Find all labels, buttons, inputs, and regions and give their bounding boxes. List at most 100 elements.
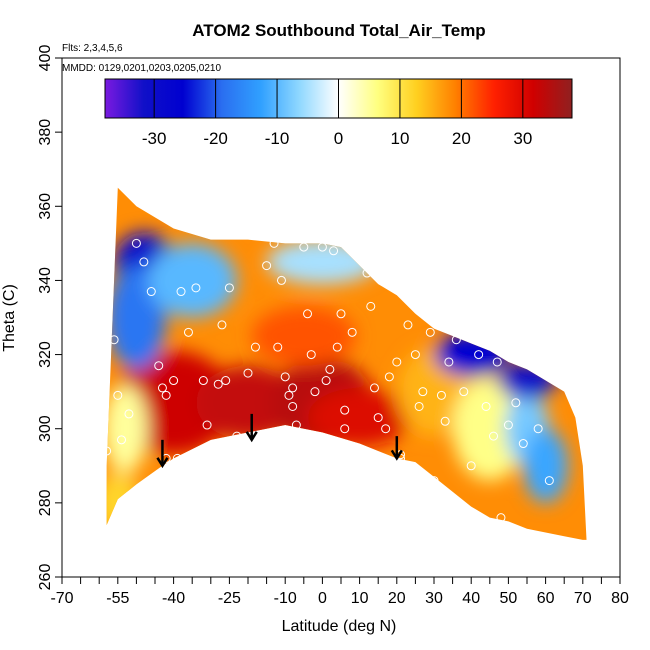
observation-point xyxy=(369,383,379,393)
observation-point xyxy=(481,401,491,411)
observation-point xyxy=(262,261,272,271)
temperature-feature xyxy=(452,376,527,481)
observation-point xyxy=(340,405,350,415)
observation-point xyxy=(425,327,435,337)
observation-point xyxy=(131,238,141,248)
observation-point xyxy=(362,268,372,278)
observation-point xyxy=(172,453,182,463)
x-tick-label: 0 xyxy=(318,590,327,607)
observation-point xyxy=(299,242,309,252)
observation-point xyxy=(466,461,476,471)
observation-point xyxy=(124,409,134,419)
observation-point xyxy=(198,376,208,386)
observation-point xyxy=(340,424,350,434)
observation-point xyxy=(526,357,536,367)
flights-note: Flts: 2,3,4,5,6 xyxy=(62,43,123,54)
colorbar-tick-label: -30 xyxy=(142,129,167,148)
x-tick-label: -40 xyxy=(162,590,185,607)
observation-point xyxy=(403,320,413,330)
observation-point xyxy=(117,435,127,445)
observation-point xyxy=(321,376,331,386)
observation-point xyxy=(176,287,186,297)
temperature-feature xyxy=(434,332,509,377)
observation-point xyxy=(474,350,484,360)
observation-point xyxy=(202,420,212,430)
y-tick-label: 300 xyxy=(37,415,54,442)
x-tick-label: 40 xyxy=(462,590,480,607)
observation-point xyxy=(288,383,298,393)
temperature-feature xyxy=(106,473,141,533)
observation-point xyxy=(381,424,391,434)
observation-point xyxy=(306,350,316,360)
x-tick-label: 60 xyxy=(537,590,555,607)
observation-point xyxy=(303,309,313,319)
y-axis-label: Theta (C) xyxy=(1,284,18,352)
observation-point xyxy=(102,446,112,456)
observation-point xyxy=(284,390,294,400)
observation-point xyxy=(191,283,201,293)
x-tick-label: -10 xyxy=(274,590,297,607)
observation-point xyxy=(436,390,446,400)
observation-point xyxy=(113,390,123,400)
observation-point xyxy=(366,301,376,311)
observation-point xyxy=(213,379,223,389)
observation-point xyxy=(232,431,242,441)
observation-point xyxy=(410,350,420,360)
observation-point xyxy=(325,364,335,374)
x-tick-label: 30 xyxy=(425,590,443,607)
observation-point xyxy=(161,390,171,400)
observation-point xyxy=(183,327,193,337)
y-tick-label: 380 xyxy=(37,119,54,146)
observation-point xyxy=(518,439,528,449)
tropopause-arrow xyxy=(156,439,169,469)
observation-point xyxy=(451,335,461,345)
observation-point xyxy=(139,257,149,267)
observation-point xyxy=(273,342,283,352)
colorbar-tick-label: 20 xyxy=(452,129,471,148)
observation-point xyxy=(496,513,506,523)
y-tick-label: 400 xyxy=(37,45,54,72)
observation-point xyxy=(146,287,156,297)
observation-point xyxy=(544,476,554,486)
observation-point xyxy=(291,420,301,430)
observation-point xyxy=(269,238,279,248)
observation-point xyxy=(288,401,298,411)
x-tick-label: -70 xyxy=(50,590,73,607)
observation-point xyxy=(336,309,346,319)
y-tick-label: 340 xyxy=(37,267,54,294)
observation-point xyxy=(418,387,428,397)
observation-point xyxy=(217,320,227,330)
temperature-feature xyxy=(106,384,148,474)
observation-point xyxy=(533,424,543,434)
tropopause-arrow xyxy=(245,413,258,443)
colorbar: -30 -20 -10 0 10 20 30 xyxy=(104,78,573,148)
temperature-feature xyxy=(497,361,557,400)
colorbar-tick-label: 10 xyxy=(390,129,409,148)
y-tick-label: 320 xyxy=(37,341,54,368)
observation-points xyxy=(102,238,554,523)
y-tick-label: 280 xyxy=(37,489,54,516)
tropopause-arrow xyxy=(390,436,403,461)
temperature-feature xyxy=(147,243,237,318)
observation-point xyxy=(250,342,260,352)
y-tick-label: 260 xyxy=(37,564,54,591)
x-tick-label: 50 xyxy=(500,590,518,607)
x-axis-label: Latitude (deg N) xyxy=(282,618,397,635)
observation-point xyxy=(399,279,409,289)
dates-note: MMDD: 0129,0201,0203,0205,0210 xyxy=(62,63,221,74)
observation-point xyxy=(384,372,394,382)
observation-point xyxy=(243,368,253,378)
observation-point xyxy=(109,335,119,345)
observation-point xyxy=(392,357,402,367)
observation-point xyxy=(157,383,167,393)
observation-point xyxy=(221,376,231,386)
tropopause-arrows xyxy=(156,413,403,469)
observation-point xyxy=(224,283,234,293)
x-tick-label: 20 xyxy=(388,590,406,607)
colorbar-tick-label: -10 xyxy=(265,129,290,148)
colorbar-ticks: -30 -20 -10 0 10 20 30 xyxy=(142,79,532,148)
colorbar-tick-label: -20 xyxy=(203,129,228,148)
observation-point xyxy=(503,420,513,430)
y-tick-label: 360 xyxy=(37,193,54,220)
